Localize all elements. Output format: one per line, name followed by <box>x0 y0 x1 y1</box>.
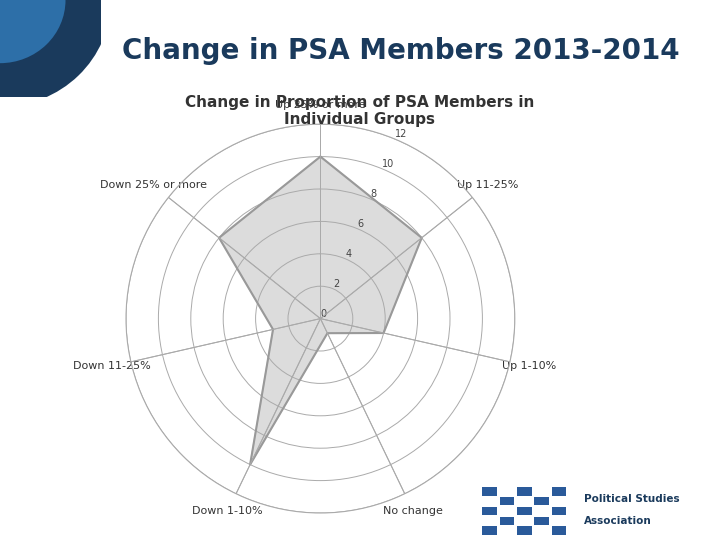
Wedge shape <box>0 0 111 107</box>
Wedge shape <box>0 0 66 63</box>
Bar <box>534 517 549 525</box>
Bar <box>517 507 531 515</box>
Bar <box>517 526 531 535</box>
Bar <box>482 488 497 496</box>
Text: Change in Proportion of PSA Members in
Individual Groups: Change in Proportion of PSA Members in I… <box>185 94 535 127</box>
Text: Political Studies: Political Studies <box>584 495 680 504</box>
Bar <box>534 497 549 505</box>
Polygon shape <box>219 157 422 464</box>
Text: Association: Association <box>584 516 652 526</box>
Bar <box>552 526 566 535</box>
Bar <box>517 488 531 496</box>
Bar <box>552 507 566 515</box>
Bar <box>482 507 497 515</box>
Bar <box>500 497 514 505</box>
Bar <box>482 526 497 535</box>
Bar <box>500 517 514 525</box>
Bar <box>552 488 566 496</box>
Text: Change in PSA Members 2013-2014: Change in PSA Members 2013-2014 <box>122 37 680 65</box>
